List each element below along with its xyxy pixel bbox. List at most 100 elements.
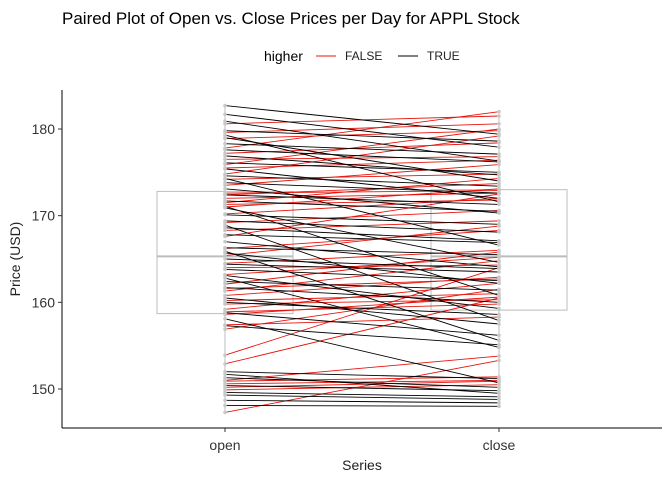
open-point — [223, 398, 227, 403]
pair-line-false — [224, 249, 500, 264]
pair-line-true — [224, 392, 500, 398]
pair-line-false — [224, 135, 500, 175]
close-point — [497, 381, 501, 385]
close-point — [497, 338, 501, 343]
y-tick-label: 160 — [32, 294, 56, 310]
pair-line-true — [224, 149, 500, 163]
pair-line-true — [224, 188, 500, 214]
pair-line-true — [224, 297, 500, 325]
close-point — [497, 312, 501, 317]
open-point — [223, 317, 227, 321]
close-point — [497, 300, 501, 305]
pair-line-true — [224, 130, 500, 142]
close-point — [497, 260, 501, 265]
close-point — [497, 154, 501, 159]
pair-line-false — [224, 316, 500, 326]
open-point — [223, 388, 227, 392]
close-point — [497, 315, 501, 319]
pair-line-true — [224, 220, 500, 233]
open-point — [223, 293, 227, 298]
close-point — [497, 255, 501, 260]
pair-line-true — [224, 200, 500, 212]
pair-line-true — [224, 175, 500, 187]
close-point — [497, 132, 501, 136]
close-point — [497, 173, 501, 177]
open-point — [223, 393, 227, 397]
open-point — [223, 223, 227, 227]
x-axis-title: Series — [342, 457, 382, 473]
open-point — [223, 375, 227, 380]
open-point — [223, 300, 227, 305]
open-point — [223, 262, 227, 267]
open-point — [223, 372, 227, 377]
pair-line-true — [224, 301, 500, 315]
pair-line-true — [224, 373, 500, 394]
open-point — [223, 187, 227, 191]
close-point — [497, 354, 501, 358]
pair-line-true — [224, 120, 500, 162]
open-point — [223, 289, 227, 293]
pair-line-true — [224, 143, 500, 155]
pair-line-true — [224, 268, 500, 282]
pair-line-false — [224, 199, 500, 205]
pair-line-true — [224, 155, 500, 176]
pair-line-false — [224, 299, 500, 305]
close-point — [497, 395, 501, 399]
close-point — [497, 211, 501, 215]
pair-line-true — [224, 205, 500, 296]
legend-title: higher — [264, 48, 303, 64]
close-point — [497, 397, 501, 402]
open-point — [223, 390, 227, 395]
open-point — [223, 232, 227, 237]
open-point — [223, 167, 227, 171]
close-point — [497, 200, 501, 204]
pair-line-false — [224, 159, 500, 169]
open-point — [223, 327, 227, 332]
pair-line-false — [224, 264, 500, 269]
open-point — [223, 204, 227, 208]
pair-line-false — [224, 192, 500, 199]
pair-line-true — [224, 250, 500, 341]
open-point — [223, 119, 227, 123]
open-point — [223, 193, 227, 197]
open-point — [223, 151, 227, 156]
pair-line-false — [224, 355, 500, 381]
close-point — [497, 222, 501, 227]
open-point — [223, 353, 227, 358]
close-point — [497, 401, 501, 405]
open-point — [223, 199, 227, 203]
pair-line-false — [224, 359, 500, 413]
open-point — [223, 362, 227, 366]
y-tick-label: 170 — [32, 208, 56, 224]
x-tick-label: open — [209, 437, 240, 453]
close-point — [497, 188, 501, 193]
close-point — [497, 128, 501, 133]
open-point — [223, 379, 227, 384]
open-point — [223, 128, 227, 133]
close-point — [497, 345, 501, 350]
close-point — [497, 270, 501, 274]
pair-line-true — [224, 252, 500, 284]
y-axis-title: Price (USD) — [7, 222, 23, 297]
open-point — [223, 253, 227, 258]
open-point — [223, 403, 227, 408]
open-point — [223, 122, 227, 126]
close-point — [497, 202, 501, 207]
pair-line-true — [224, 325, 500, 346]
close-point — [497, 278, 501, 283]
close-point — [497, 184, 501, 188]
close-point — [497, 179, 501, 183]
open-point — [223, 226, 227, 230]
close-point — [497, 385, 501, 390]
close-point — [497, 109, 501, 114]
x-tick-label: close — [483, 437, 516, 453]
pair-line-true — [224, 105, 500, 135]
pair-line-true — [224, 394, 500, 400]
close-point — [497, 243, 501, 247]
close-point — [497, 388, 501, 393]
close-point — [497, 376, 501, 381]
legend-label-true: TRUE — [427, 49, 460, 63]
open-point — [223, 135, 227, 140]
open-point — [223, 112, 227, 117]
close-point — [497, 306, 501, 311]
